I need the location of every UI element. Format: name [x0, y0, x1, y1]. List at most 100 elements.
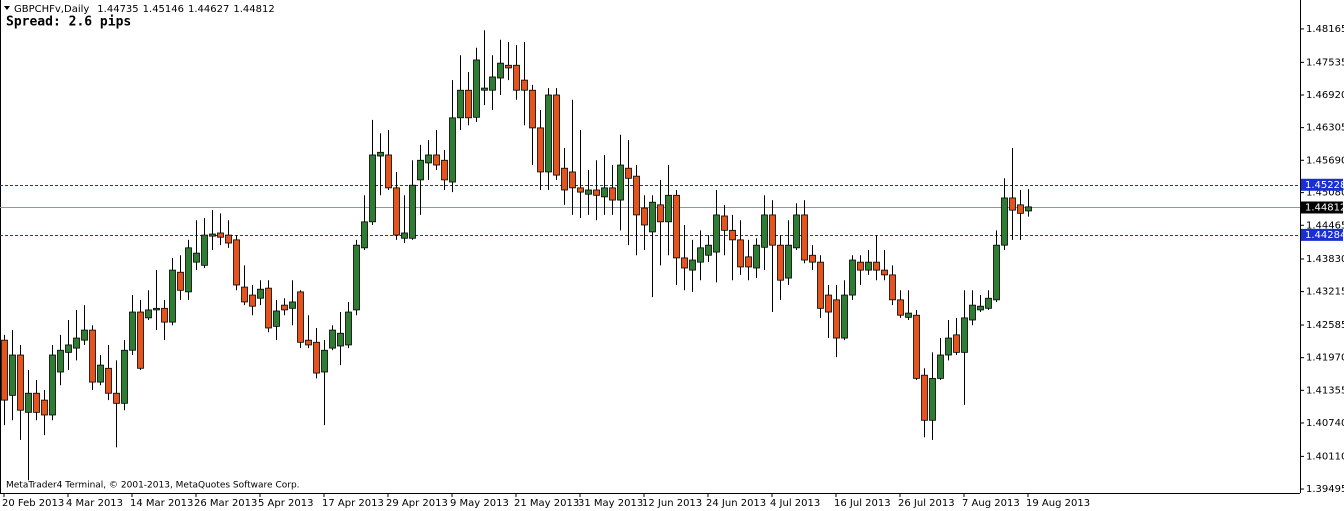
candle-body: [617, 164, 624, 201]
candle-body: [553, 94, 560, 176]
candle-body: [593, 189, 600, 196]
candle-body: [961, 317, 968, 353]
candle-body: [897, 299, 904, 316]
candle-body: [993, 244, 1000, 301]
candle-body: [769, 214, 776, 246]
candle-body: [153, 307, 160, 311]
candle-body: [81, 329, 88, 341]
candle-body: [489, 76, 496, 91]
candle-body: [705, 244, 712, 256]
y-tick-label: 1.45080: [1306, 188, 1344, 199]
candle-body: [513, 64, 520, 91]
candle-body: [529, 89, 536, 129]
candle-body: [1025, 206, 1032, 212]
candle-body: [385, 154, 392, 189]
open-value: 1.44735: [97, 4, 138, 15]
candle-body: [41, 399, 48, 416]
spread: Spread: 2.6 pips: [6, 15, 131, 30]
chart-header: GBPCHFv,Daily 1.44735 1.45146 1.44627 1.4481…: [14, 4, 275, 15]
candle-body: [273, 310, 280, 327]
candle-body: [441, 159, 448, 181]
candle-body: [121, 349, 128, 404]
candle-body: [289, 301, 296, 309]
candle-body: [1009, 197, 1016, 211]
y-tick-label: 1.43215: [1306, 287, 1344, 298]
candle-body: [265, 287, 272, 329]
candle-body: [209, 233, 216, 237]
candle-body: [505, 64, 512, 69]
level-label-box: [1301, 178, 1343, 191]
candle-body: [537, 127, 544, 173]
candle-body: [625, 167, 632, 179]
candle-body: [561, 167, 568, 191]
candle-body: [169, 269, 176, 323]
level-label-box: [1301, 228, 1343, 241]
candle-body: [353, 244, 360, 311]
y-tick-label: 1.41355: [1306, 385, 1344, 396]
candle-body: [73, 337, 80, 349]
candle-body: [1001, 197, 1008, 246]
candle-body: [97, 364, 104, 383]
x-tick-label: 19 Aug 2013: [1026, 498, 1090, 509]
candle-body: [481, 87, 488, 91]
candle-body: [129, 311, 136, 351]
candle-body: [49, 354, 56, 416]
candle-body: [809, 254, 816, 263]
candle-body: [649, 201, 656, 233]
candle-body: [297, 291, 304, 343]
candle-body: [745, 256, 752, 268]
y-tick-label: 1.48165: [1306, 24, 1344, 35]
bid-label: 1.44812: [1305, 203, 1344, 214]
y-tick-label: 1.47535: [1306, 57, 1344, 68]
candle-body: [985, 297, 992, 309]
candle-body: [785, 244, 792, 279]
x-tick-label: 20 Feb 2013: [2, 498, 64, 509]
candle-body: [497, 62, 504, 79]
x-tick-label: 9 May 2013: [450, 498, 509, 509]
candle-body: [449, 117, 456, 183]
candle-body: [329, 329, 336, 349]
y-tick-label: 1.45690: [1306, 155, 1344, 166]
candle-body: [889, 274, 896, 301]
candle-body: [801, 214, 808, 261]
high-value: 1.45146: [143, 4, 184, 15]
candle-body: [9, 354, 16, 396]
menu-arrow[interactable]: [4, 6, 10, 10]
candle-body: [681, 257, 688, 269]
candle-body: [569, 171, 576, 189]
candle-body: [113, 392, 120, 404]
candle-body: [65, 344, 72, 353]
candle-body: [457, 89, 464, 119]
candle-body: [473, 59, 480, 118]
candle-body: [393, 187, 400, 236]
level-label: 1.44284: [1305, 230, 1344, 241]
y-tick-label: 1.46305: [1306, 123, 1344, 134]
candle-body: [937, 354, 944, 379]
candle-body: [281, 304, 288, 311]
candle-body: [777, 244, 784, 281]
y-tick-label: 1.42585: [1306, 320, 1344, 331]
x-tick-label: 26 Jul 2013: [898, 498, 955, 509]
candle-body: [657, 204, 664, 223]
y-tick-label: 1.40740: [1306, 418, 1344, 429]
candle-body: [905, 312, 912, 318]
y-tick-label: 1.43830: [1306, 254, 1344, 265]
candle-body: [857, 261, 864, 271]
candle-body: [969, 304, 976, 321]
candle-body: [1017, 204, 1024, 214]
candle-body: [849, 259, 856, 296]
candle-body: [57, 349, 64, 373]
candle-body: [817, 261, 824, 309]
candle-body: [89, 329, 96, 383]
x-tick-label: 24 Jun 2013: [706, 498, 766, 509]
candle-body: [953, 334, 960, 353]
candle-body: [433, 154, 440, 166]
candle-body: [201, 234, 208, 266]
candle-body: [577, 187, 584, 193]
candle-body: [233, 239, 240, 286]
candle-body: [913, 314, 920, 379]
candle-body: [641, 207, 648, 226]
x-tick-label: 26 Mar 2013: [194, 498, 257, 509]
close-value: 1.44812: [233, 4, 274, 15]
